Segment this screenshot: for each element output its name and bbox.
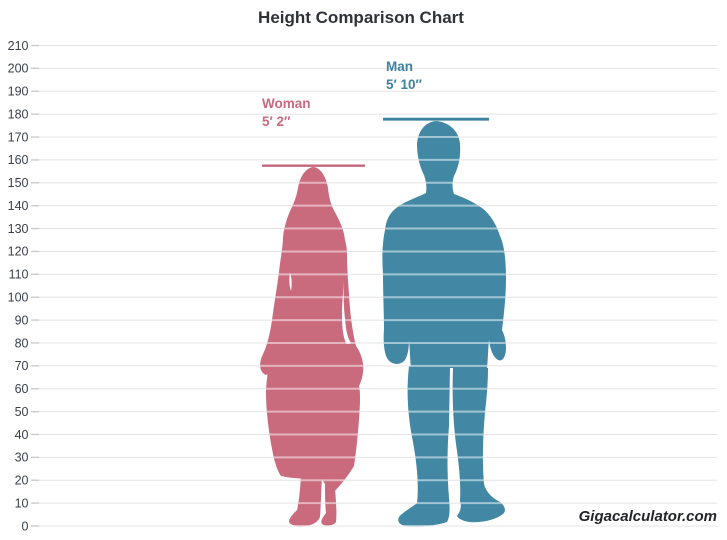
gridlines-over-figures [260,136,506,527]
man-height-label: 5′ 10″ [386,77,423,92]
y-tick-label: 100 [8,291,29,305]
y-tick-label: 50 [15,405,29,419]
y-tick-label: 210 [8,39,29,53]
y-tick-label: 20 [15,474,29,488]
silhouettes [260,121,506,527]
y-tick-label: 110 [9,268,29,282]
y-tick-label: 70 [15,359,29,373]
woman-label: Woman [262,96,311,111]
branding-watermark: Gigacalculator.com [579,508,717,525]
woman-height-label: 5′ 2″ [262,114,291,129]
woman-silhouette [260,167,364,494]
man-left-leg [398,366,450,527]
y-tick-label: 60 [15,382,29,396]
woman-arm-gap-right [342,282,351,344]
y-tick-label: 180 [8,107,29,121]
y-tick-label: 170 [8,130,29,144]
height-marker-lines [262,117,489,167]
woman-arm-gap-left [289,273,292,291]
woman-left-leg [289,477,322,527]
y-tick-label: 0 [22,519,29,533]
woman-right-leg [321,475,337,526]
y-tick-label: 160 [8,153,29,167]
y-tick-label: 90 [15,313,29,327]
y-tick-label: 120 [8,245,29,259]
y-tick-label: 200 [8,62,29,76]
y-tick-label: 10 [15,496,29,510]
y-tick-label: 140 [8,199,29,213]
chart-title: Height Comparison Chart [258,8,464,27]
man-label: Man [386,59,413,74]
y-tick-label: 30 [15,451,29,465]
y-tick-label: 190 [8,85,29,99]
gridlines [31,44,717,527]
y-tick-label: 130 [8,222,29,236]
y-tick-label: 80 [15,336,29,350]
man-silhouette [382,121,506,368]
y-axis-tick-labels: 0 10 20 30 40 50 60 70 80 90 100 110 120 130 140 150 160… [8,39,29,533]
y-tick-label: 150 [8,176,29,190]
y-tick-label: 40 [15,428,29,442]
man-right-leg [452,368,505,523]
